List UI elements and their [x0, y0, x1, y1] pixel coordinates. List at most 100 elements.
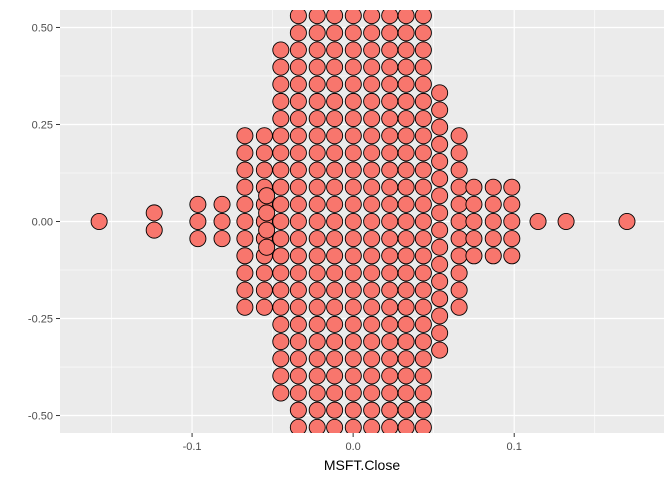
data-dot — [255, 144, 273, 162]
data-dot — [344, 178, 362, 196]
data-dot — [326, 333, 344, 351]
data-dot — [308, 41, 326, 59]
data-dot — [258, 187, 276, 205]
data-dot — [503, 247, 521, 265]
data-dot — [381, 10, 399, 25]
data-dot — [397, 418, 415, 433]
data-dot — [431, 204, 449, 222]
data-dot — [414, 264, 432, 282]
data-dot — [414, 230, 432, 248]
data-dot — [272, 281, 290, 299]
data-dot — [326, 178, 344, 196]
data-dot — [414, 92, 432, 110]
data-dot — [414, 75, 432, 93]
data-dot — [397, 384, 415, 402]
data-dot — [381, 161, 399, 179]
data-dot — [363, 161, 381, 179]
data-dot — [465, 212, 483, 231]
data-dot — [344, 384, 362, 402]
axes-layer: -0.1 0.0 0.1 -0.50 -0.25 0.00 0.25 0.50 — [28, 22, 522, 453]
data-dot — [344, 315, 362, 333]
data-dot — [289, 298, 307, 316]
data-dot — [414, 41, 432, 59]
data-dot — [308, 75, 326, 93]
data-dot — [344, 41, 362, 59]
data-dot — [363, 264, 381, 282]
data-dot — [344, 110, 362, 128]
data-dot — [308, 10, 326, 25]
data-dot — [381, 110, 399, 128]
y-tick-label: -0.25 — [28, 314, 53, 326]
data-dot — [344, 298, 362, 316]
data-dot — [431, 152, 449, 170]
data-dot — [236, 298, 254, 316]
data-dot — [465, 178, 483, 196]
data-dot — [326, 315, 344, 333]
data-dot — [381, 281, 399, 299]
data-dot — [414, 333, 432, 351]
data-dot — [414, 144, 432, 162]
data-dot — [289, 212, 307, 231]
data-dot — [255, 127, 273, 145]
data-dot — [272, 367, 290, 385]
data-dot — [255, 161, 273, 179]
data-dot — [272, 212, 290, 231]
data-dot — [308, 110, 326, 128]
data-dot — [484, 195, 502, 213]
data-dot — [363, 41, 381, 59]
data-dot — [272, 178, 290, 196]
data-dot — [381, 75, 399, 93]
data-dot — [363, 144, 381, 162]
data-dot — [450, 127, 468, 145]
data-dot — [431, 273, 449, 291]
data-dot — [414, 212, 432, 231]
data-dot — [272, 264, 290, 282]
data-dot — [397, 281, 415, 299]
data-dot — [258, 221, 276, 239]
data-dot — [344, 212, 362, 231]
data-dot — [484, 178, 502, 196]
data-dot — [450, 195, 468, 213]
data-dot — [381, 418, 399, 433]
data-dot — [272, 161, 290, 179]
data-dot — [308, 92, 326, 110]
data-dot — [344, 333, 362, 351]
data-dot — [308, 247, 326, 265]
data-dot — [308, 144, 326, 162]
data-dot — [450, 144, 468, 162]
data-dot — [363, 75, 381, 93]
x-axis-title: MSFT.Close — [324, 457, 400, 473]
data-dot — [363, 298, 381, 316]
data-dot — [344, 127, 362, 145]
data-dot — [465, 247, 483, 265]
data-dot — [272, 144, 290, 162]
data-dot — [363, 384, 381, 402]
data-dot — [326, 92, 344, 110]
data-dot — [236, 178, 254, 196]
data-dot — [326, 161, 344, 179]
data-dot — [450, 230, 468, 248]
data-dot — [289, 75, 307, 93]
data-dot — [431, 118, 449, 136]
data-dot — [381, 58, 399, 76]
data-dot — [397, 212, 415, 231]
data-dot — [381, 24, 399, 42]
data-dot — [289, 24, 307, 42]
data-dot — [344, 230, 362, 248]
data-dot — [289, 350, 307, 368]
data-dot — [258, 204, 276, 222]
data-dot — [236, 247, 254, 265]
data-dot — [255, 264, 273, 282]
data-dot — [272, 127, 290, 145]
data-dot — [272, 92, 290, 110]
data-dot — [272, 110, 290, 128]
data-dot — [90, 212, 108, 231]
data-dot — [272, 315, 290, 333]
data-dot — [397, 178, 415, 196]
data-dot — [397, 195, 415, 213]
data-dot — [308, 384, 326, 402]
data-dot — [363, 212, 381, 231]
data-dot — [145, 204, 163, 222]
data-dot — [289, 41, 307, 59]
data-dot — [344, 24, 362, 42]
